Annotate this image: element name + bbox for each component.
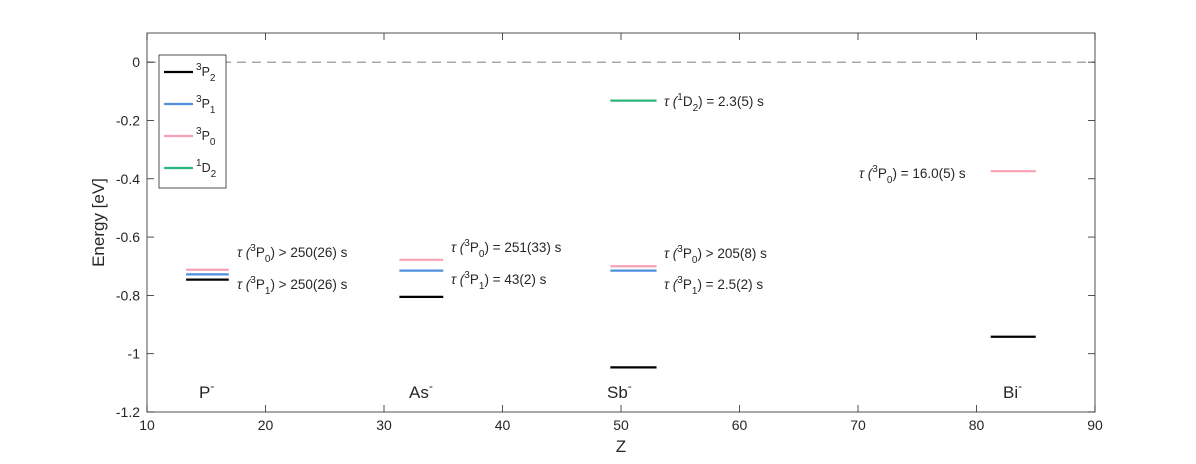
- lifetime-annotation-sb-1d2: τ (1D2) = 2.3(5) s: [664, 92, 764, 114]
- y-tick-label: -0.4: [116, 171, 140, 187]
- lifetime-annotation-p-3p1: τ (3P1) > 250(26) s: [237, 275, 348, 297]
- x-tick-label: 60: [732, 417, 748, 433]
- lifetime-annotation-sb-3p1: τ (3P1) = 2.5(2) s: [664, 275, 763, 297]
- legend-label-3p2: 3P2: [196, 62, 216, 84]
- legend-label-3p0: 3P0: [196, 126, 216, 148]
- x-tick-label: 90: [1087, 417, 1103, 433]
- y-tick-label: -0.8: [116, 287, 140, 303]
- y-tick-label: -0.2: [116, 112, 140, 128]
- ion-label-as: As-: [409, 379, 433, 402]
- legend-box: [158, 54, 227, 189]
- y-tick-label: -0.6: [116, 229, 140, 245]
- lifetime-annotation-p-3p0: τ (3P0) > 250(26) s: [237, 243, 348, 265]
- x-tick-label: 50: [613, 417, 629, 433]
- y-axis-label: Energy [eV]: [89, 178, 108, 267]
- x-tick-label: 30: [376, 417, 392, 433]
- y-tick-label: -1: [128, 346, 141, 362]
- ion-label-sb: Sb-: [607, 379, 632, 402]
- x-tick-label: 70: [850, 417, 866, 433]
- y-tick-label: -1.2: [116, 404, 140, 420]
- lifetime-annotation-as-3p0: τ (3P0) = 251(33) s: [451, 238, 562, 260]
- plot-area: [147, 33, 1095, 412]
- x-tick-label: 20: [258, 417, 274, 433]
- x-tick-label: 10: [139, 417, 155, 433]
- lifetime-annotation-as-3p1: τ (3P1) = 43(2) s: [451, 270, 547, 292]
- x-axis-label: Z: [616, 437, 626, 456]
- x-tick-label: 80: [969, 417, 985, 433]
- lifetime-annotation-bi-3p0: τ (3P0) = 16.0(5) s: [859, 164, 966, 186]
- ion-label-p: P-: [199, 379, 214, 402]
- x-tick-label: 40: [495, 417, 511, 433]
- ion-label-bi: Bi-: [1003, 379, 1022, 402]
- legend-label-1d2: 1D2: [196, 158, 217, 180]
- y-tick-label: 0: [132, 54, 140, 70]
- axes-frame: [146, 32, 1096, 413]
- lifetime-annotation-sb-3p0: τ (3P0) > 205(8) s: [664, 244, 767, 266]
- legend-label-3p1: 3P1: [196, 94, 216, 116]
